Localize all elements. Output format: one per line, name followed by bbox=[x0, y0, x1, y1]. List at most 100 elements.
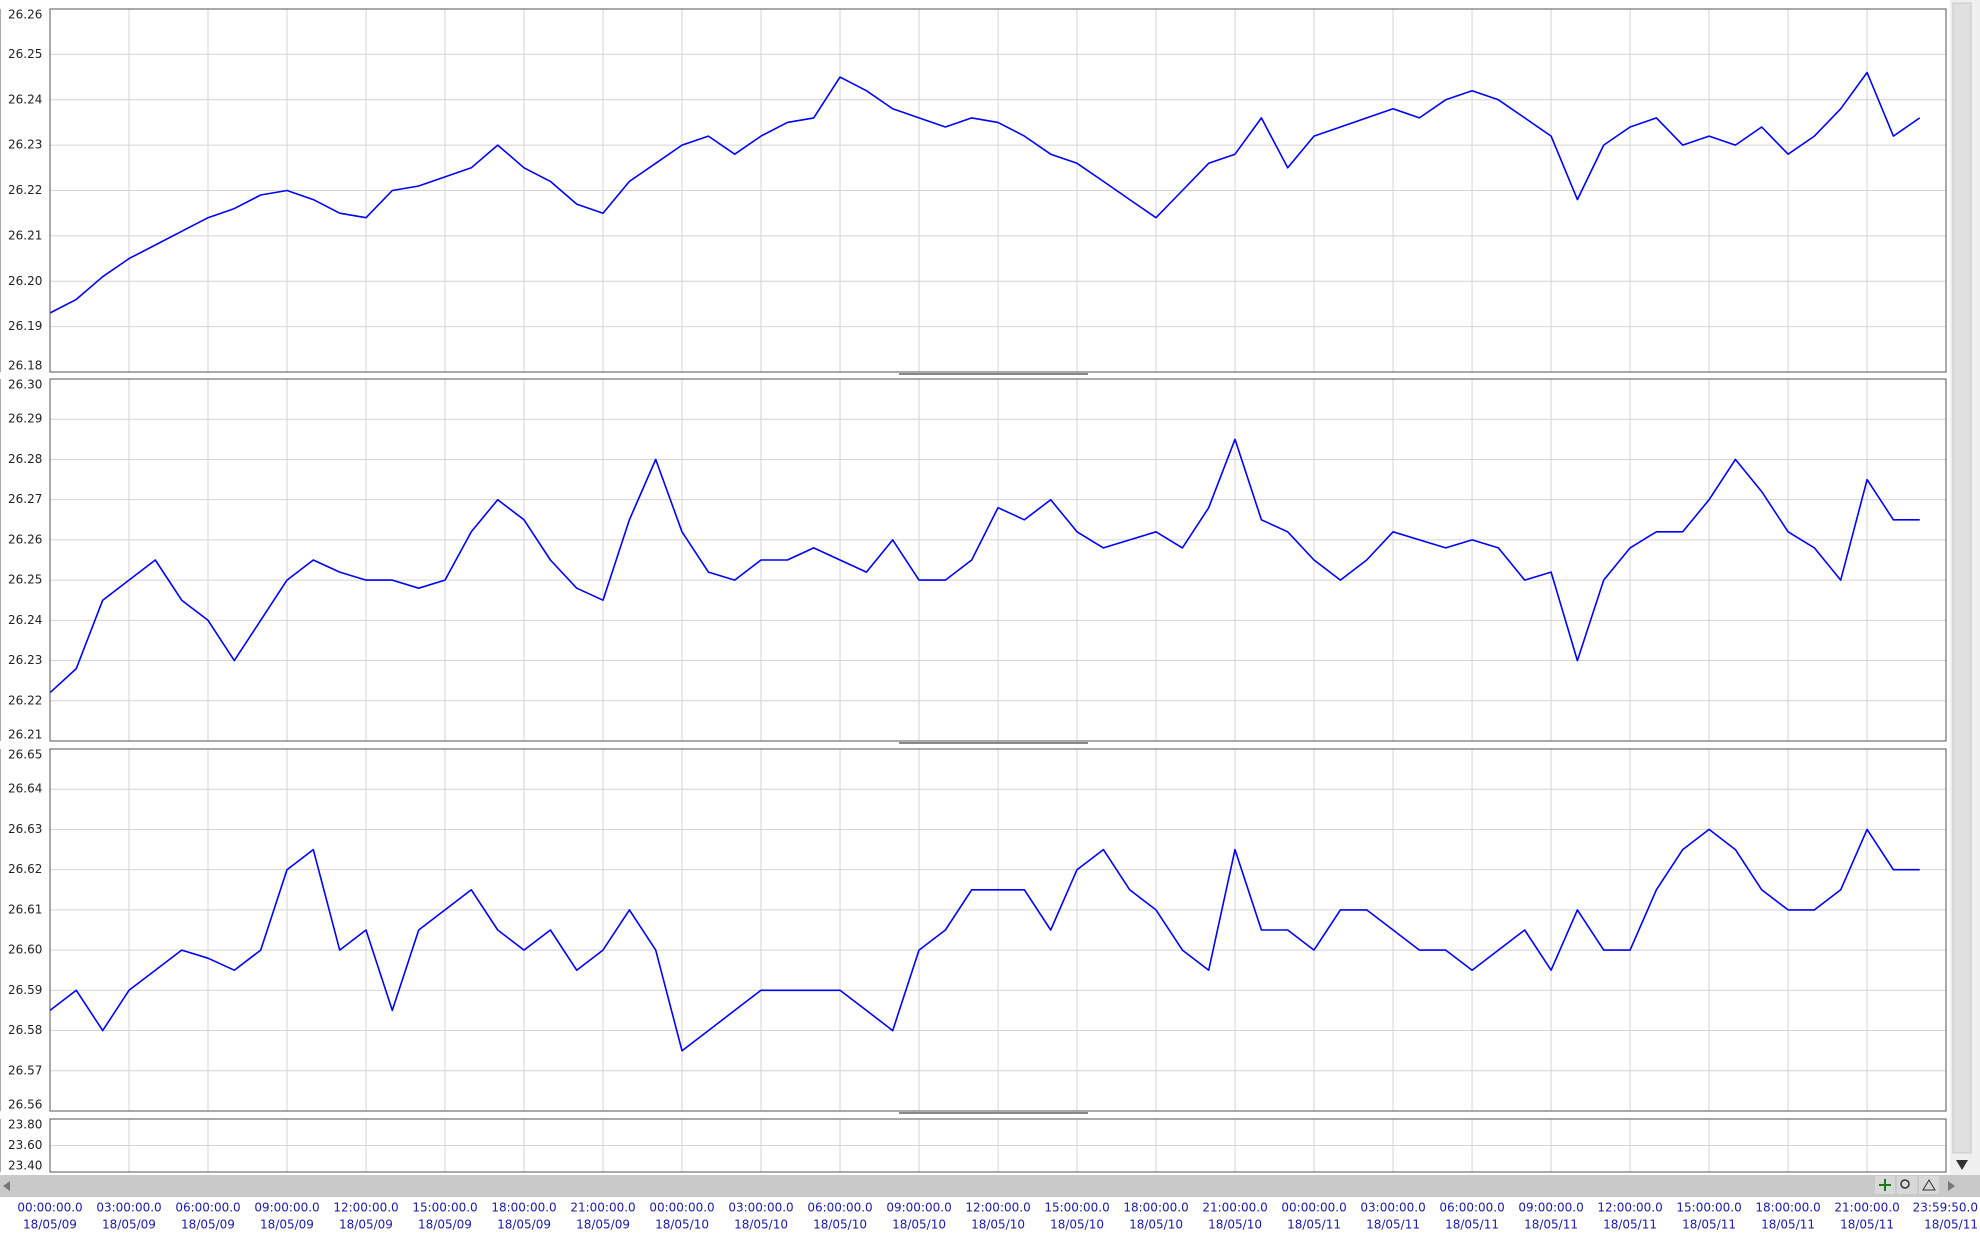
x-tick-date: 18/05/11 bbox=[1603, 1218, 1657, 1232]
y-tick-label: 26.58 bbox=[8, 1023, 42, 1037]
magnify-tool[interactable] bbox=[1897, 1176, 1917, 1194]
x-tick-time: 12:00:00.0 bbox=[333, 1201, 398, 1215]
y-tick-label: 26.27 bbox=[8, 492, 42, 506]
x-tick-date: 18/05/09 bbox=[418, 1218, 472, 1232]
x-tick-time: 21:00:00.0 bbox=[570, 1201, 635, 1215]
x-tick-date: 18/05/11 bbox=[1924, 1218, 1978, 1232]
pan-icon bbox=[1922, 1179, 1936, 1191]
x-tick-date: 18/05/11 bbox=[1287, 1218, 1341, 1232]
pan-tool[interactable] bbox=[1919, 1176, 1939, 1194]
x-tick-date: 18/05/10 bbox=[1208, 1218, 1262, 1232]
horizontal-scrollbar[interactable] bbox=[0, 1175, 1980, 1197]
y-tick-label: 26.26 bbox=[8, 532, 42, 546]
y-tick-label: 26.29 bbox=[8, 412, 42, 426]
y-tick-label: 26.25 bbox=[8, 47, 42, 61]
y-tick-label: 26.61 bbox=[8, 902, 42, 916]
x-tick-time: 15:00:00.0 bbox=[1676, 1201, 1741, 1215]
scroll-left[interactable] bbox=[3, 1181, 10, 1191]
x-tick-time: 23:59:50.0 bbox=[1913, 1201, 1978, 1215]
y-tick-label: 26.57 bbox=[8, 1063, 42, 1077]
y-tick-label: 23.60 bbox=[8, 1138, 42, 1152]
y-tick-label: 26.21 bbox=[8, 728, 42, 742]
x-tick-date: 18/05/09 bbox=[23, 1218, 77, 1232]
y-tick-label: 26.56 bbox=[8, 1098, 42, 1112]
y-tick-label: 26.26 bbox=[8, 8, 42, 22]
x-tick-time: 21:00:00.0 bbox=[1834, 1201, 1899, 1215]
x-tick-time: 06:00:00.0 bbox=[175, 1201, 240, 1215]
x-tick-time: 00:00:00.0 bbox=[1281, 1201, 1346, 1215]
x-tick-time: 06:00:00.0 bbox=[807, 1201, 872, 1215]
x-tick-time: 03:00:00.0 bbox=[96, 1201, 161, 1215]
x-tick-time: 03:00:00.0 bbox=[1360, 1201, 1425, 1215]
y-tick-label: 26.20 bbox=[8, 274, 42, 288]
x-tick-time: 18:00:00.0 bbox=[1123, 1201, 1188, 1215]
y-tick-label: 26.64 bbox=[8, 782, 42, 796]
y-tick-label: 26.59 bbox=[8, 983, 42, 997]
x-tick-date: 18/05/09 bbox=[497, 1218, 551, 1232]
y-tick-label: 26.60 bbox=[8, 943, 42, 957]
x-tick-time: 12:00:00.0 bbox=[1597, 1201, 1662, 1215]
y-tick-label: 26.24 bbox=[8, 92, 42, 106]
plot-panel: 23.40 23.60 23.80 bbox=[0, 1118, 1947, 1173]
y-tick-label: 26.18 bbox=[8, 359, 42, 373]
x-tick-date: 18/05/09 bbox=[260, 1218, 314, 1232]
x-tick-time: 15:00:00.0 bbox=[412, 1201, 477, 1215]
x-tick-date: 18/05/11 bbox=[1682, 1218, 1736, 1232]
x-tick-time: 00:00:00.0 bbox=[17, 1201, 82, 1215]
x-tick-date: 18/05/10 bbox=[1050, 1218, 1104, 1232]
y-tick-label: 26.65 bbox=[8, 748, 42, 762]
y-tick-label: 26.23 bbox=[8, 138, 42, 152]
plot-panel: 26.56 26.57 26.58 26.59 26.60 26.61 26.62 26.63… bbox=[0, 748, 1947, 1114]
x-tick-date: 18/05/11 bbox=[1366, 1218, 1420, 1232]
y-tick-label: 26.25 bbox=[8, 573, 42, 587]
x-tick-date: 18/05/10 bbox=[734, 1218, 788, 1232]
x-tick-date: 18/05/10 bbox=[1129, 1218, 1183, 1232]
y-tick-label: 26.22 bbox=[8, 693, 42, 707]
plot-panel: 26.21 26.22 26.23 26.24 26.25 26.26 26.27 26.28… bbox=[0, 378, 1947, 744]
x-tick-date: 18/05/11 bbox=[1840, 1218, 1894, 1232]
x-tick-time: 15:00:00.0 bbox=[1044, 1201, 1109, 1215]
x-tick-time: 21:00:00.0 bbox=[1202, 1201, 1267, 1215]
toolbar bbox=[1875, 1176, 1939, 1194]
x-tick-time: 09:00:00.0 bbox=[254, 1201, 319, 1215]
x-tick-date: 18/05/10 bbox=[971, 1218, 1025, 1232]
plots: 26.18 26.19 26.20 26.21 26.22 26.23 26.24 26.25… bbox=[0, 8, 1947, 1173]
x-tick-date: 18/05/09 bbox=[102, 1218, 156, 1232]
y-tick-label: 26.63 bbox=[8, 822, 42, 836]
y-tick-label: 26.22 bbox=[8, 183, 42, 197]
data-line bbox=[49, 828, 1920, 1052]
plot-border bbox=[49, 8, 1947, 373]
x-tick-time: 09:00:00.0 bbox=[1518, 1201, 1583, 1215]
plot-border bbox=[49, 748, 1947, 1112]
x-tick-date: 18/05/09 bbox=[181, 1218, 235, 1232]
data-line bbox=[49, 71, 1921, 314]
x-tick-time: 06:00:00.0 bbox=[1439, 1201, 1504, 1215]
y-tick-label: 26.23 bbox=[8, 653, 42, 667]
plot-panel: 26.18 26.19 26.20 26.21 26.22 26.23 26.24 26.25… bbox=[0, 8, 1947, 375]
x-tick-time: 00:00:00.0 bbox=[649, 1201, 714, 1215]
x-tick-time: 18:00:00.0 bbox=[491, 1201, 556, 1215]
x-tick-date: 18/05/11 bbox=[1761, 1218, 1815, 1232]
x-tick-date: 18/05/11 bbox=[1445, 1218, 1499, 1232]
y-tick-label: 26.24 bbox=[8, 613, 42, 627]
scroll-right[interactable] bbox=[1948, 1181, 1955, 1191]
y-tick-label: 26.28 bbox=[8, 452, 42, 466]
scroll-down[interactable] bbox=[1956, 1160, 1968, 1170]
data-line bbox=[49, 438, 1920, 694]
scroll-thumb[interactable] bbox=[1952, 2, 1972, 1154]
y-tick-label: 26.19 bbox=[8, 319, 42, 333]
magnify-icon bbox=[1900, 1179, 1910, 1189]
y-tick-label: 23.40 bbox=[8, 1159, 42, 1173]
crosshair-icon bbox=[1879, 1179, 1891, 1191]
y-tick-label: 26.30 bbox=[8, 378, 42, 392]
x-tick-date: 18/05/10 bbox=[655, 1218, 709, 1232]
y-tick-label: 26.62 bbox=[8, 862, 42, 876]
y-tick-label: 23.80 bbox=[8, 1118, 42, 1132]
x-tick-time: 18:00:00.0 bbox=[1755, 1201, 1820, 1215]
x-tick-time: 09:00:00.0 bbox=[886, 1201, 951, 1215]
y-tick-label: 26.21 bbox=[8, 228, 42, 242]
plot-border bbox=[49, 1118, 1947, 1173]
x-tick-date: 18/05/11 bbox=[1524, 1218, 1578, 1232]
